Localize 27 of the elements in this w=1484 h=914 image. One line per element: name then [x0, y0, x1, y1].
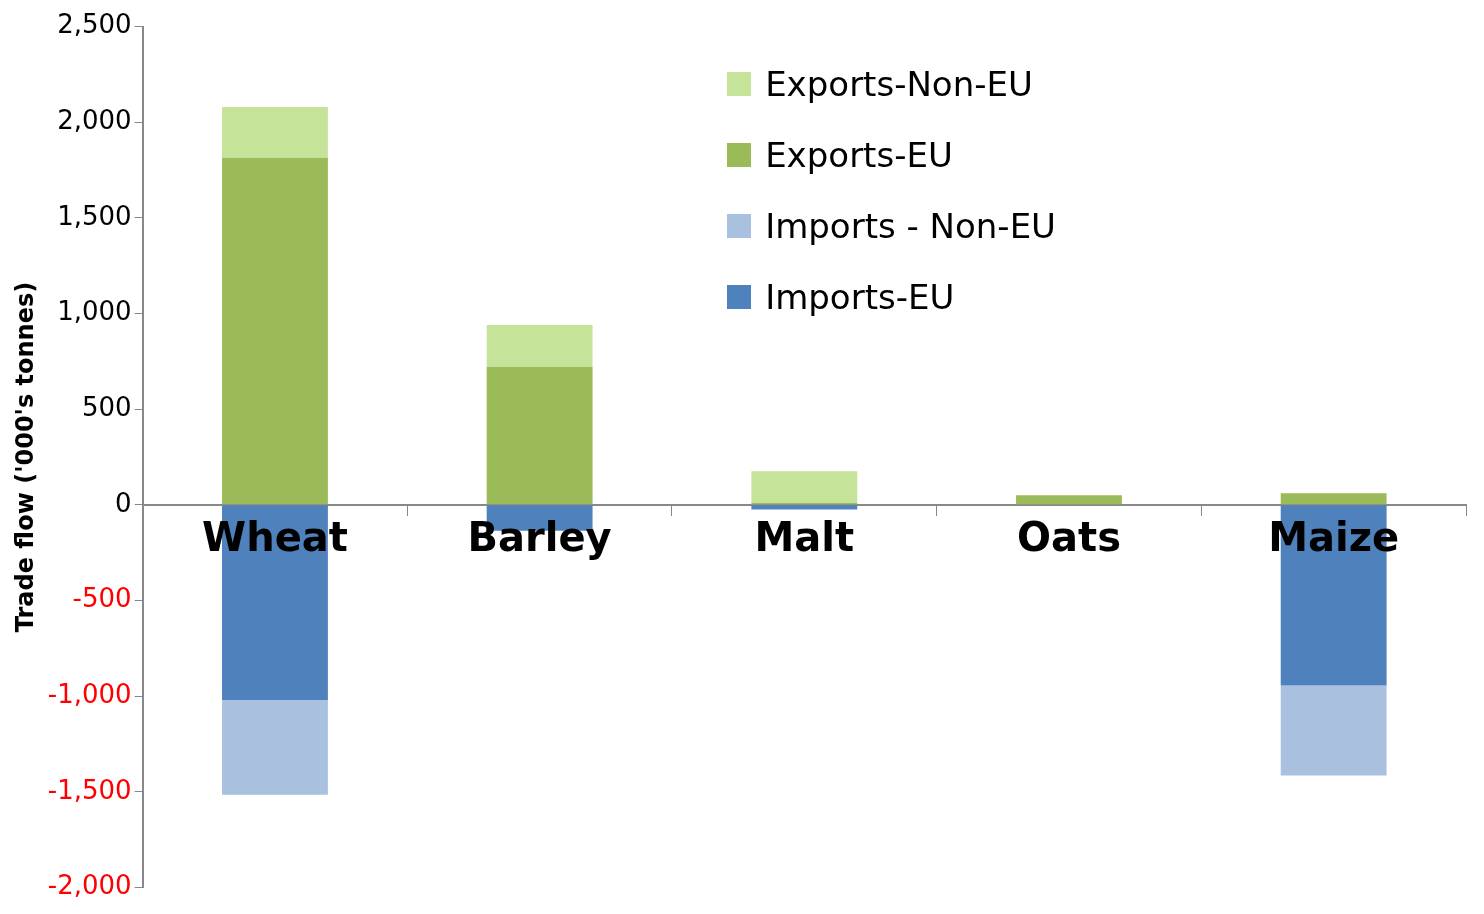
- legend-label: Exports-Non-EU: [765, 63, 1033, 104]
- y-tick-label: 0: [115, 487, 132, 518]
- y-tick-label: 2,000: [57, 104, 132, 135]
- y-tick-label: 1,000: [57, 296, 132, 327]
- y-tick-label: 2,500: [57, 9, 132, 40]
- bar: [222, 699, 328, 795]
- bar: [1280, 493, 1387, 505]
- bar: [486, 325, 593, 368]
- bar: [1016, 495, 1122, 505]
- legend-label: Exports-EU: [765, 134, 953, 175]
- bar: [1280, 685, 1387, 776]
- y-tick-label: -1,500: [47, 774, 132, 805]
- x-tick-label: Oats: [1017, 514, 1121, 561]
- y-tick-label: -2,000: [47, 870, 132, 901]
- y-axis-title: Trade flow ('000's tonnes): [10, 281, 39, 633]
- bar: [222, 157, 328, 505]
- bar: [751, 505, 858, 510]
- legend-label: Imports - Non-EU: [765, 205, 1056, 246]
- y-tick-label: 500: [81, 391, 132, 422]
- y-tick-label: 1,500: [57, 200, 132, 231]
- y-tick-label: -500: [72, 583, 132, 614]
- y-tick-label: -1,000: [47, 678, 132, 709]
- legend-label: Imports-EU: [765, 276, 955, 317]
- bar: [486, 367, 593, 505]
- x-tick-label: Malt: [754, 514, 855, 561]
- bar: [751, 471, 858, 503]
- bar: [222, 106, 328, 158]
